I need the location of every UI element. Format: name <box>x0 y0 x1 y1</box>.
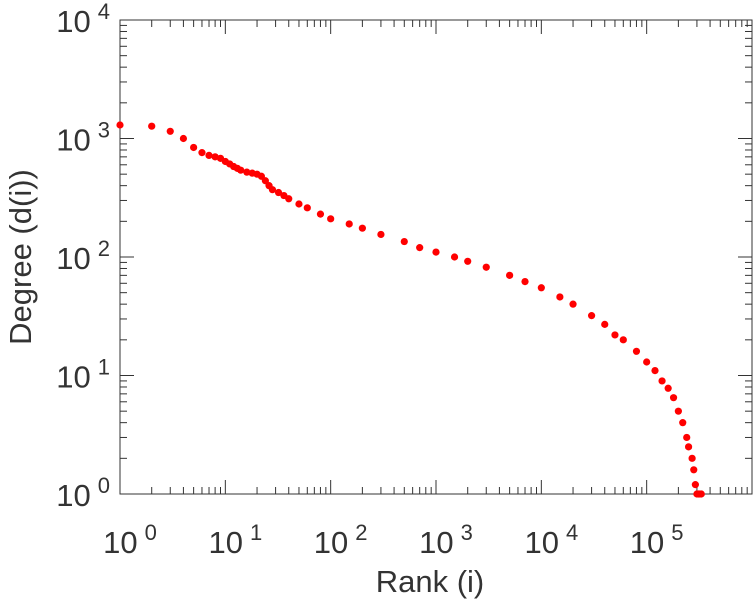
data-point <box>669 394 678 402</box>
data-point <box>211 153 219 161</box>
data-points <box>116 121 705 498</box>
data-point <box>285 195 293 203</box>
data-point <box>148 122 156 130</box>
x-axis-title: Rank (i) <box>376 564 485 599</box>
data-point <box>400 237 408 246</box>
data-point <box>632 347 641 355</box>
data-point <box>556 293 564 301</box>
data-point <box>261 177 269 185</box>
data-point <box>674 407 682 415</box>
data-point <box>569 300 577 308</box>
data-point <box>537 284 545 292</box>
data-point <box>521 278 529 286</box>
x-tick-label: 10 5 <box>630 520 684 560</box>
data-point <box>619 336 627 344</box>
data-point <box>684 443 693 451</box>
x-tick-labels: 10 0 10 1 10 2 10 3 10 4 10 5 <box>103 520 683 560</box>
x-tick-label: 10 1 <box>208 520 262 560</box>
data-point <box>345 220 353 228</box>
x-tick-label: 10 0 <box>103 520 157 560</box>
plot-frame <box>119 19 753 495</box>
data-point <box>198 149 206 157</box>
data-point <box>243 168 251 176</box>
data-point <box>587 312 596 320</box>
y-tick-label: 10 3 <box>56 118 110 158</box>
data-point <box>664 384 672 392</box>
data-point <box>116 121 124 129</box>
data-point <box>450 253 459 261</box>
data-point <box>679 419 687 427</box>
data-point <box>237 166 245 174</box>
data-point <box>166 127 174 135</box>
data-point <box>179 134 188 143</box>
data-point <box>697 490 705 498</box>
y-tick-label: 10 0 <box>56 473 110 513</box>
data-point <box>601 320 609 328</box>
data-point <box>358 224 366 232</box>
y-axis-title: Degree (d(i)) <box>3 169 38 345</box>
x-tick-label: 10 2 <box>314 520 368 560</box>
data-point <box>316 210 325 218</box>
data-point <box>506 271 514 279</box>
data-point <box>464 257 472 265</box>
data-point <box>611 331 619 339</box>
x-tick-label: 10 4 <box>524 520 578 560</box>
x-tick-label: 10 3 <box>419 520 473 560</box>
data-point <box>432 248 440 256</box>
data-point <box>295 200 303 208</box>
data-point <box>651 366 659 375</box>
data-point <box>690 466 698 474</box>
data-point <box>683 433 691 442</box>
data-point <box>274 188 283 197</box>
data-point <box>205 151 213 160</box>
data-point <box>482 263 490 271</box>
data-point <box>643 358 651 366</box>
data-point <box>268 186 277 194</box>
data-point <box>416 244 424 252</box>
y-tick-label: 10 4 <box>56 0 110 39</box>
y-tick-label: 10 2 <box>56 236 110 276</box>
data-point <box>327 215 335 223</box>
data-point <box>691 481 699 489</box>
data-point <box>190 143 198 152</box>
data-point <box>658 377 666 385</box>
data-point <box>377 230 385 239</box>
data-point <box>688 454 696 462</box>
data-point <box>303 204 311 212</box>
axis-ticks <box>119 20 752 495</box>
y-tick-label: 10 1 <box>56 355 110 395</box>
